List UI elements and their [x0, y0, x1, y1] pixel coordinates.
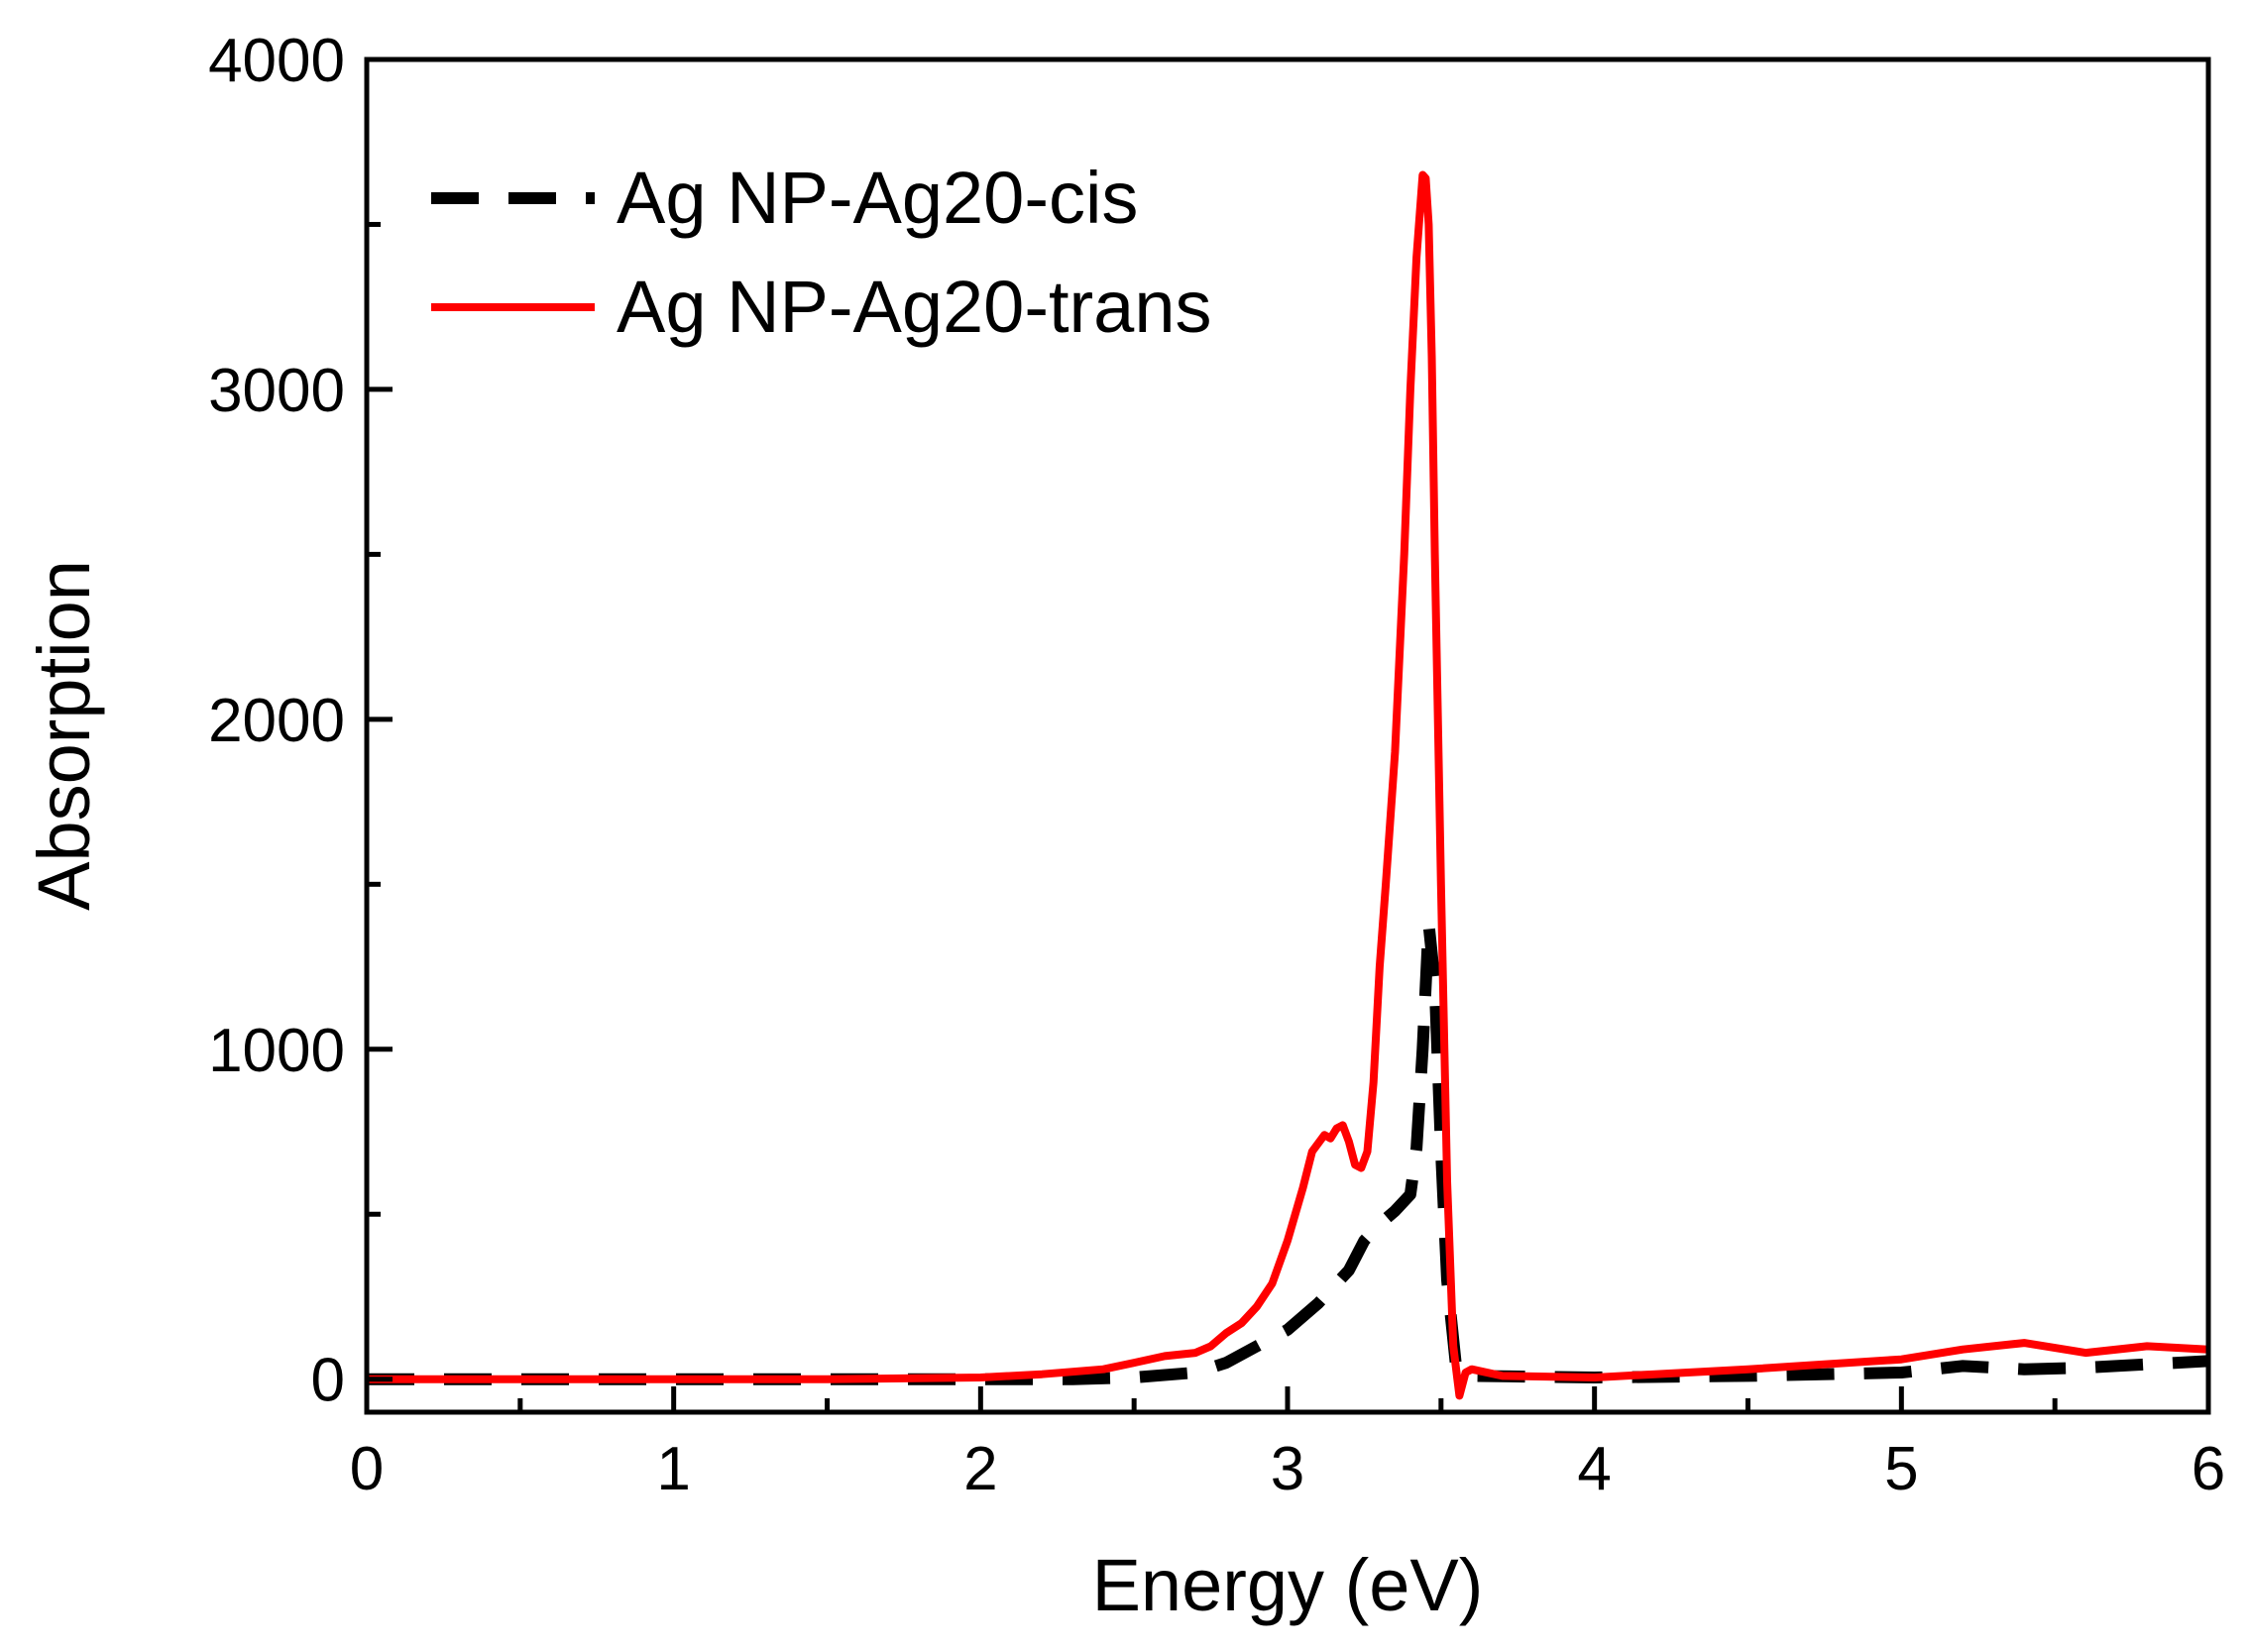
y-tick-label: 1000: [208, 1017, 345, 1085]
series-layer: [367, 170, 2209, 1400]
y-tick-label: 0: [311, 1347, 345, 1415]
ticks-layer: 0 1 2 3 4 5 6 0 1000 2000 3000 4000: [208, 27, 2225, 1503]
y-tick-label: 3000: [208, 357, 345, 425]
x-tick-label: 3: [1271, 1435, 1304, 1503]
y-tick-label: 4000: [208, 27, 345, 95]
x-tick-label: 2: [963, 1435, 997, 1503]
series-line-cis: [367, 918, 2209, 1385]
legend: Ag NP-Ag20-cis Ag NP-Ag20-trans: [431, 157, 1212, 348]
x-tick-label: 5: [1884, 1435, 1918, 1503]
x-tick-label: 4: [1577, 1435, 1611, 1503]
plot-frame: [364, 56, 2211, 1415]
x-axis-title: Energy (eV): [1092, 1544, 1484, 1626]
legend-label-trans: Ag NP-Ag20-trans: [617, 266, 1212, 348]
legend-label-cis: Ag NP-Ag20-cis: [617, 157, 1138, 239]
x-tick-label: 6: [2192, 1435, 2225, 1503]
x-tick-label: 0: [350, 1435, 384, 1503]
x-tick-label: 1: [656, 1435, 690, 1503]
y-axis-title: Absorption: [23, 560, 105, 911]
y-tick-label: 2000: [208, 687, 345, 755]
series-line-trans: [367, 170, 2209, 1400]
